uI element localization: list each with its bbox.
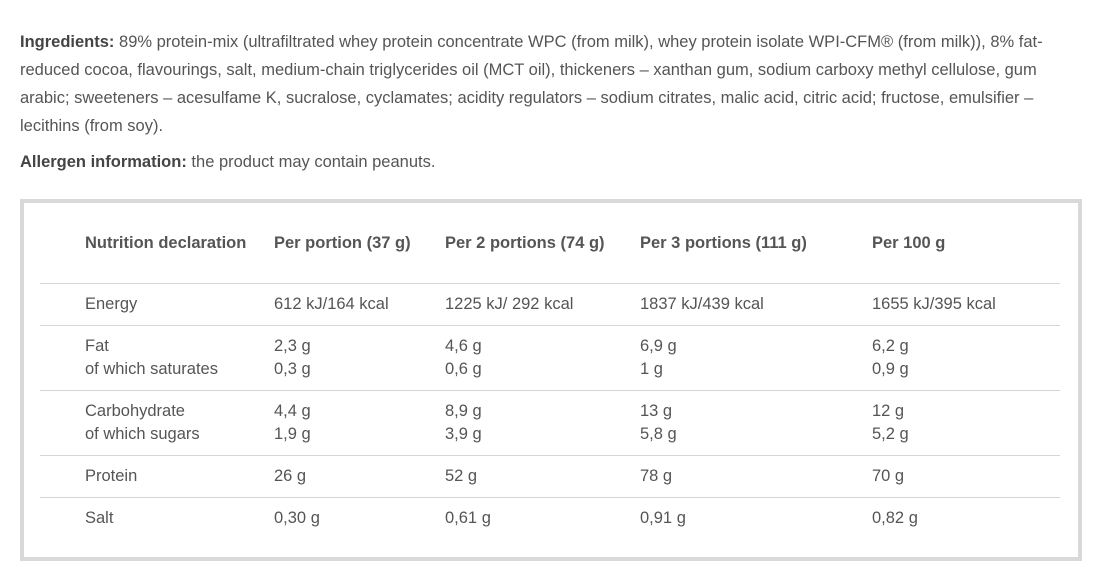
header-per-2-portions: Per 2 portions (74 g) <box>445 203 640 284</box>
table-cell: 612 kJ/164 kcal <box>274 283 445 326</box>
cell-value: 1225 kJ/ 292 kcal <box>445 295 574 313</box>
cell-value: 0,61 g <box>445 509 491 527</box>
cell-value: 6,2 g <box>872 337 909 355</box>
header-nutrition-declaration: Nutrition declaration <box>40 203 274 284</box>
cell-subvalue: 1 g <box>640 360 663 378</box>
table-cell: 1225 kJ/ 292 kcal <box>445 283 640 326</box>
cell-value: 2,3 g <box>274 337 311 355</box>
row-label: Protein <box>40 455 274 498</box>
table-cell: 1837 kJ/439 kcal <box>640 283 872 326</box>
table-row-energy: Energy 612 kJ/164 kcal 1225 kJ/ 292 kcal… <box>40 283 1060 326</box>
ingredients-label: Ingredients: <box>20 33 115 51</box>
cell-value: 6,9 g <box>640 337 677 355</box>
nutrition-table-frame: Nutrition declaration Per portion (37 g)… <box>20 199 1082 561</box>
cell-value: 4,4 g <box>274 402 311 420</box>
cell-value: 0,30 g <box>274 509 320 527</box>
table-row-salt: Salt 0,30 g 0,61 g 0,91 g 0,82 g <box>40 498 1060 540</box>
cell-value: 1837 kJ/439 kcal <box>640 295 764 313</box>
cell-value: 70 g <box>872 467 905 485</box>
allergen-label: Allergen information: <box>20 153 187 171</box>
table-row-fat: Fat of which saturates 2,3 g 0,3 g 4,6 g… <box>40 325 1060 391</box>
cell-value: 8,9 g <box>445 402 482 420</box>
table-cell: 6,2 g 0,9 g <box>872 325 1060 391</box>
row-label: Salt <box>40 498 274 540</box>
table-cell: 12 g 5,2 g <box>872 390 1060 456</box>
cell-subvalue: 0,3 g <box>274 360 311 378</box>
cell-value: 612 kJ/164 kcal <box>274 295 389 313</box>
header-per-3-portions: Per 3 portions (111 g) <box>640 203 872 284</box>
table-cell: 70 g <box>872 455 1060 498</box>
table-row-carbohydrate: Carbohydrate of which sugars 4,4 g 1,9 g… <box>40 390 1060 456</box>
cell-subvalue: 5,2 g <box>872 425 909 443</box>
cell-value: 0,82 g <box>872 509 918 527</box>
row-label: Carbohydrate of which sugars <box>40 390 274 456</box>
table-cell: 78 g <box>640 455 872 498</box>
cell-subvalue: 0,6 g <box>445 360 482 378</box>
cell-subvalue: 1,9 g <box>274 425 311 443</box>
table-cell: 0,82 g <box>872 498 1060 540</box>
row-label-text: Fat <box>85 337 109 355</box>
table-cell: 0,91 g <box>640 498 872 540</box>
cell-subvalue: 5,8 g <box>640 425 677 443</box>
cell-value: 12 g <box>872 402 905 420</box>
table-cell: 0,30 g <box>274 498 445 540</box>
ingredients-text: 89% protein-mix (ultrafiltrated whey pro… <box>20 33 1043 135</box>
table-cell: 26 g <box>274 455 445 498</box>
allergen-text: the product may contain peanuts. <box>186 153 436 171</box>
cell-value: 4,6 g <box>445 337 482 355</box>
row-label: Fat of which saturates <box>40 325 274 391</box>
allergen-paragraph: Allergen information: the product may co… <box>20 148 1080 176</box>
ingredients-paragraph: Ingredients: 89% protein-mix (ultrafiltr… <box>20 28 1080 140</box>
table-cell: 8,9 g 3,9 g <box>445 390 640 456</box>
header-per-portion: Per portion (37 g) <box>274 203 445 284</box>
row-label-text: Carbohydrate <box>85 402 185 420</box>
row-label-text: Energy <box>85 295 138 313</box>
cell-subvalue: 0,9 g <box>872 360 909 378</box>
table-cell: 13 g 5,8 g <box>640 390 872 456</box>
row-sublabel-text: of which sugars <box>85 425 200 443</box>
table-cell: 0,61 g <box>445 498 640 540</box>
table-cell: 4,4 g 1,9 g <box>274 390 445 456</box>
table-cell: 52 g <box>445 455 640 498</box>
cell-value: 52 g <box>445 467 478 485</box>
cell-subvalue: 3,9 g <box>445 425 482 443</box>
row-label-text: Protein <box>85 467 138 485</box>
header-per-100g: Per 100 g <box>872 203 1060 284</box>
cell-value: 13 g <box>640 402 673 420</box>
table-cell: 6,9 g 1 g <box>640 325 872 391</box>
table-cell: 1655 kJ/395 kcal <box>872 283 1060 326</box>
table-cell: 4,6 g 0,6 g <box>445 325 640 391</box>
table-cell: 2,3 g 0,3 g <box>274 325 445 391</box>
cell-value: 78 g <box>640 467 673 485</box>
table-row-protein: Protein 26 g 52 g 78 g 70 g <box>40 455 1060 498</box>
cell-value: 26 g <box>274 467 307 485</box>
row-label: Energy <box>40 283 274 326</box>
nutrition-table: Nutrition declaration Per portion (37 g)… <box>40 203 1060 539</box>
row-label-text: Salt <box>85 509 114 527</box>
table-header-row: Nutrition declaration Per portion (37 g)… <box>40 203 1060 284</box>
cell-value: 0,91 g <box>640 509 686 527</box>
cell-value: 1655 kJ/395 kcal <box>872 295 996 313</box>
row-sublabel-text: of which saturates <box>85 360 218 378</box>
